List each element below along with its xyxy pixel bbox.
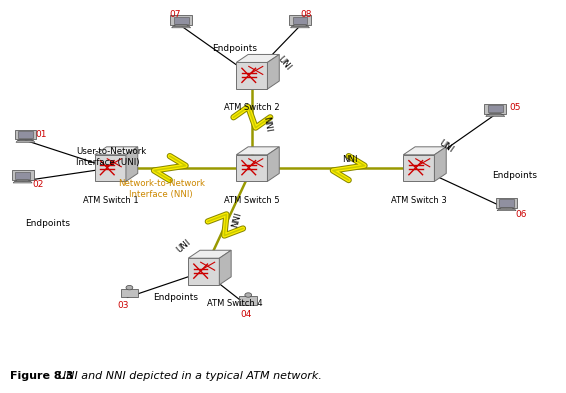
Polygon shape: [499, 208, 514, 209]
Polygon shape: [95, 155, 126, 182]
Polygon shape: [170, 15, 192, 25]
Polygon shape: [484, 104, 506, 114]
Text: Endpoints: Endpoints: [25, 219, 71, 228]
Polygon shape: [15, 180, 31, 182]
Polygon shape: [497, 209, 516, 211]
Polygon shape: [499, 199, 514, 206]
Text: UNI and NNI depicted in a typical ATM network.: UNI and NNI depicted in a typical ATM ne…: [51, 371, 322, 381]
Polygon shape: [487, 114, 503, 115]
Polygon shape: [188, 258, 220, 285]
Text: Endpoints: Endpoints: [492, 171, 538, 180]
Polygon shape: [171, 26, 191, 28]
Polygon shape: [12, 171, 33, 180]
Polygon shape: [293, 17, 307, 24]
Text: UNI: UNI: [174, 238, 192, 255]
Polygon shape: [126, 147, 138, 182]
Polygon shape: [289, 15, 311, 25]
Polygon shape: [188, 250, 231, 258]
Circle shape: [126, 285, 133, 290]
Text: 02: 02: [33, 180, 44, 189]
Polygon shape: [267, 55, 279, 89]
Polygon shape: [174, 17, 188, 24]
Polygon shape: [95, 147, 138, 155]
Text: Network-to-Network
Interface (NNI): Network-to-Network Interface (NNI): [118, 179, 205, 198]
Polygon shape: [15, 130, 36, 140]
Polygon shape: [220, 250, 231, 285]
Polygon shape: [403, 155, 435, 182]
Polygon shape: [121, 288, 138, 298]
Polygon shape: [173, 25, 189, 26]
Polygon shape: [496, 198, 517, 208]
Text: NNI: NNI: [230, 211, 243, 228]
Text: 06: 06: [515, 210, 526, 219]
Text: 01: 01: [35, 130, 46, 139]
Polygon shape: [16, 141, 35, 142]
Text: Figure 8.3: Figure 8.3: [10, 371, 74, 381]
Polygon shape: [13, 182, 32, 183]
Text: NNI: NNI: [342, 155, 358, 164]
Polygon shape: [18, 131, 33, 138]
Text: UNI: UNI: [436, 139, 454, 155]
Text: ATM Switch 1: ATM Switch 1: [83, 196, 138, 205]
Text: ATM Switch 4: ATM Switch 4: [207, 299, 263, 308]
Text: 03: 03: [118, 301, 129, 310]
Text: NNI: NNI: [261, 116, 273, 132]
Polygon shape: [267, 147, 279, 182]
Text: Endpoints: Endpoints: [153, 293, 198, 302]
Polygon shape: [239, 296, 257, 305]
Text: ATM Switch 5: ATM Switch 5: [224, 196, 280, 205]
Text: 05: 05: [509, 103, 521, 112]
Polygon shape: [403, 147, 446, 155]
Circle shape: [245, 293, 252, 297]
Polygon shape: [292, 25, 308, 26]
Polygon shape: [237, 55, 279, 62]
Text: ATM Switch 3: ATM Switch 3: [391, 196, 447, 205]
Polygon shape: [18, 140, 33, 141]
Polygon shape: [15, 172, 30, 179]
Text: 04: 04: [241, 310, 252, 318]
Text: UNI: UNI: [276, 54, 293, 72]
Polygon shape: [237, 155, 267, 182]
Text: User-to-Network
Interface (UNI): User-to-Network Interface (UNI): [76, 147, 147, 167]
Text: Endpoints: Endpoints: [212, 44, 258, 53]
Text: ATM Switch 2: ATM Switch 2: [224, 103, 280, 112]
Polygon shape: [486, 115, 505, 116]
Polygon shape: [290, 26, 310, 28]
Polygon shape: [237, 147, 279, 155]
Polygon shape: [237, 62, 267, 89]
Text: 07: 07: [170, 10, 181, 19]
Polygon shape: [435, 147, 446, 182]
Polygon shape: [488, 105, 503, 112]
Text: 08: 08: [300, 10, 311, 19]
